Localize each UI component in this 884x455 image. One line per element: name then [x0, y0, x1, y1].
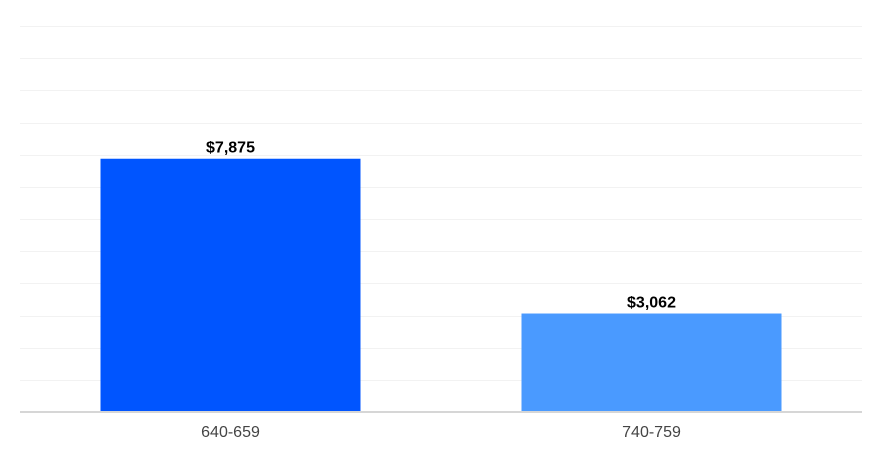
bar-640-659 [100, 158, 361, 412]
bar-740-759 [521, 313, 782, 412]
bar-layer [100, 158, 782, 412]
data-label-740-759: $3,062 [627, 295, 676, 312]
x-tick-label-740-759: 740-759 [622, 424, 681, 441]
x-tick-label-640-659: 640-659 [201, 424, 260, 441]
label-layer: $7,875 640-659 $3,062 740-759 [201, 140, 681, 441]
data-label-640-659: $7,875 [206, 140, 255, 157]
